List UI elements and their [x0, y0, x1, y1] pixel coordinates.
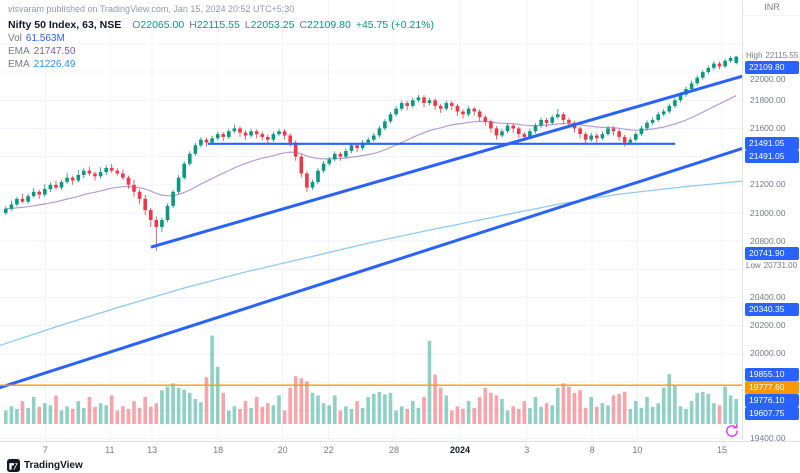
volume-label: Vol — [8, 33, 22, 44]
volume-bars — [4, 335, 738, 424]
chart-canvas — [0, 0, 742, 441]
tradingview-logo[interactable]: TradingView — [7, 459, 83, 472]
ema-row-2: EMA 21226.49 — [8, 58, 434, 71]
price-chart-plot[interactable] — [0, 0, 742, 441]
symbol-row: Nifty 50 Index, 63, NSE O22065.00 H22115.5… — [8, 19, 434, 32]
high-value: 22115.55 — [196, 19, 240, 31]
price-tick-21200.00: 21200.00 — [750, 179, 786, 190]
price-value: 22115.55 — [765, 51, 799, 61]
trendline-upper[interactable] — [150, 74, 742, 249]
price-tick-20800.00: 20800.00 — [750, 235, 786, 246]
price-badge-21491.05: 21491.05 — [745, 137, 799, 151]
open-label: O — [132, 19, 141, 31]
time-tick-18: 18 — [213, 445, 224, 455]
volume-value: 61.563M — [25, 33, 65, 44]
ema-slow-line — [0, 180, 742, 347]
open-value: 22065.00 — [140, 19, 185, 31]
brand-name: TradingView — [24, 460, 83, 471]
high-label: H — [189, 19, 197, 31]
price-tick-21800.00: 21800.00 — [750, 94, 786, 105]
price-badge-19607.75: 19607.75 — [745, 406, 799, 420]
low-price-label: Low 20731.00 — [743, 260, 800, 271]
time-tick-8: 8 — [589, 445, 595, 455]
trendline-lower[interactable] — [0, 144, 742, 390]
gridlines — [0, 0, 742, 441]
chart-legend: Nifty 50 Index, 63, NSE O22065.00 H22115.5… — [8, 19, 434, 71]
high-label: High — [746, 51, 763, 61]
price-tick-22000.00: 22000.00 — [750, 74, 786, 85]
time-tick-28: 28 — [388, 445, 399, 455]
ema-row-1: EMA 21747.50 — [8, 45, 434, 58]
currency-label: INR — [743, 0, 800, 16]
price-badge-20340.35: 20340.35 — [745, 303, 799, 316]
price-tick-20200.00: 20200.00 — [750, 320, 786, 331]
time-axis[interactable]: 7 11 13 18 20 22 28 2024 3 8 10 15 — [0, 441, 800, 459]
symbol-title: Nifty 50 Index, 63, NSE — [8, 19, 122, 31]
price-tick-20400.00: 20400.00 — [750, 292, 786, 302]
attribution-text: visvaram published on TradingView.com, J… — [8, 4, 295, 14]
ema1-label: EMA — [8, 46, 30, 57]
candlestick-series — [4, 55, 738, 251]
tradingview-logo-mark — [7, 459, 20, 472]
price-tick-21600.00: 21600.00 — [750, 122, 786, 133]
close-label: C — [299, 19, 308, 31]
time-tick-13: 13 — [147, 445, 158, 455]
footer: TradingView — [0, 458, 800, 473]
time-tick-2024: 2024 — [449, 445, 471, 455]
time-tick-10: 10 — [632, 445, 643, 455]
time-tick-15: 15 — [716, 445, 727, 455]
ema-fast-line — [5, 95, 737, 210]
ema2-label: EMA — [8, 59, 30, 70]
price-badge-19777.60: 19777.60 — [745, 380, 799, 394]
price-badge-19855.10: 19855.10 — [745, 367, 799, 381]
volume-row: Vol 61.563M — [8, 32, 434, 45]
time-tick-11: 11 — [105, 445, 115, 455]
circular-arrows-icon[interactable] — [724, 423, 740, 439]
low-value: 22053.25 — [250, 19, 295, 31]
time-tick-3: 3 — [524, 445, 530, 455]
price-axis[interactable]: INR High 22115.55 22109.80 22000.00 21800.00… — [742, 0, 800, 443]
close-value: 22109.80 — [307, 19, 351, 31]
time-tick-20: 20 — [277, 445, 288, 455]
price-badge-21491.05: 21491.05 — [745, 150, 799, 164]
low-label: L — [244, 19, 251, 31]
price-badge-22109.80: 22109.80 — [745, 61, 799, 75]
price-badge-20741.90: 20741.90 — [745, 246, 799, 260]
time-tick-7: 7 — [42, 445, 48, 455]
low-label: Low — [746, 260, 761, 270]
high-price-label: High 22115.55 — [743, 50, 800, 61]
price-tick-20000.00: 20000.00 — [750, 348, 786, 359]
ema2-value: 21226.49 — [33, 59, 76, 70]
price-tick-21000.00: 21000.00 — [750, 207, 786, 218]
time-tick-22: 22 — [323, 445, 334, 455]
price-tick-19400.00: 19400.00 — [750, 432, 786, 443]
price-badge-19776.10: 19776.10 — [745, 393, 799, 407]
ema1-value: 21747.50 — [33, 46, 76, 57]
price-value: 20731.00 — [763, 260, 798, 270]
change-value: +45.75 (+0.21%) — [355, 19, 435, 31]
